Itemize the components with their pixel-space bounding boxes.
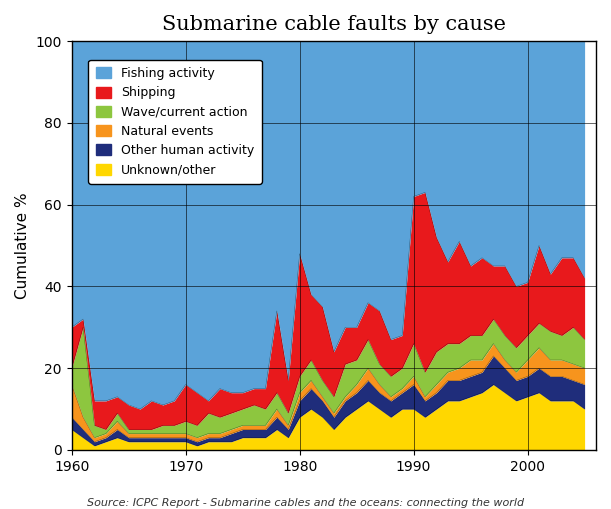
Title: Submarine cable faults by cause: Submarine cable faults by cause	[162, 15, 506, 34]
Y-axis label: Cumulative %: Cumulative %	[15, 192, 30, 299]
Text: Source: ICPC Report - Submarine cables and the oceans: connecting the world: Source: ICPC Report - Submarine cables a…	[87, 498, 524, 508]
Legend: Fishing activity, Shipping, Wave/current action, Natural events, Other human act: Fishing activity, Shipping, Wave/current…	[89, 60, 262, 184]
